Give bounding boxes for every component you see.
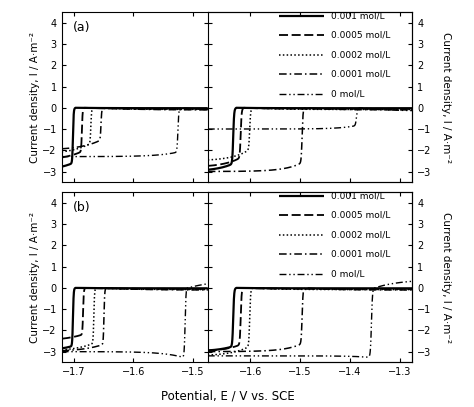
Text: 0.0005 mol/L: 0.0005 mol/L bbox=[330, 211, 390, 220]
Y-axis label: Current density, I / A·m⁻²: Current density, I / A·m⁻² bbox=[441, 212, 451, 343]
Text: 0.0001 mol/L: 0.0001 mol/L bbox=[330, 250, 390, 259]
Text: 0.0001 mol/L: 0.0001 mol/L bbox=[330, 70, 390, 79]
Text: 0.0005 mol/L: 0.0005 mol/L bbox=[330, 31, 390, 39]
Y-axis label: Current density, I / A·m⁻²: Current density, I / A·m⁻² bbox=[441, 32, 451, 163]
Y-axis label: Current density, I / A·m⁻²: Current density, I / A·m⁻² bbox=[29, 32, 40, 163]
Text: 0 mol/L: 0 mol/L bbox=[330, 269, 364, 278]
Text: 0.001 mol/L: 0.001 mol/L bbox=[330, 11, 384, 20]
Text: 0 mol/L: 0 mol/L bbox=[330, 89, 364, 98]
Text: Potential, E / V vs. SCE: Potential, E / V vs. SCE bbox=[161, 390, 294, 403]
Text: 0.0002 mol/L: 0.0002 mol/L bbox=[330, 230, 390, 239]
Text: (a): (a) bbox=[73, 21, 91, 34]
Text: 0.001 mol/L: 0.001 mol/L bbox=[330, 191, 384, 200]
Text: 0.0002 mol/L: 0.0002 mol/L bbox=[330, 50, 390, 59]
Text: (b): (b) bbox=[73, 201, 91, 214]
Y-axis label: Current density, I / A·m⁻²: Current density, I / A·m⁻² bbox=[29, 212, 40, 343]
